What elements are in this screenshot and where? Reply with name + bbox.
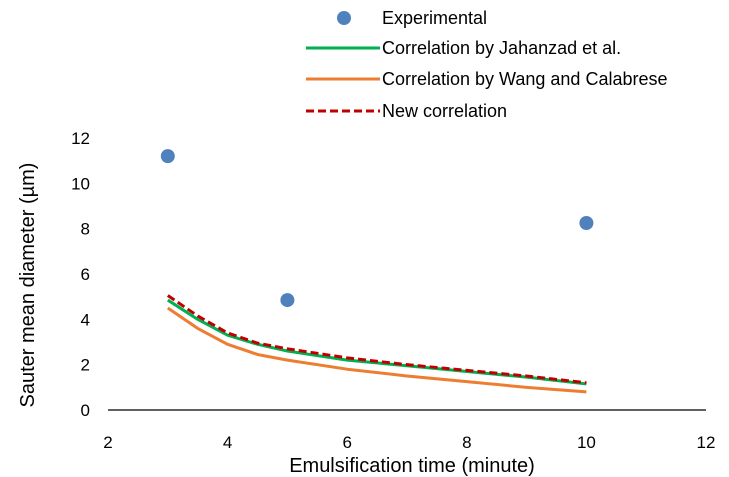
legend: Experimental Correlation by Jahanzad et a… <box>306 8 668 121</box>
y-tick-label: 0 <box>81 401 90 420</box>
legend-marker-experimental <box>337 11 351 25</box>
y-tick-label: 2 <box>81 356 90 375</box>
series-points <box>160 149 594 308</box>
x-tick-label: 4 <box>223 433 232 452</box>
y-tick-label: 8 <box>81 220 90 239</box>
legend-label-new-correlation: New correlation <box>382 101 507 121</box>
series-line-correlation-by-wang-and-calabrese <box>166 306 587 394</box>
y-tick-labels: 0 2 4 6 8 10 12 <box>71 129 90 420</box>
y-tick-label: 12 <box>71 129 90 148</box>
series-lines <box>166 294 587 394</box>
x-tick-label: 8 <box>462 433 471 452</box>
x-tick-label: 6 <box>342 433 351 452</box>
x-axis-title: Emulsification time (minute) <box>289 455 535 477</box>
y-tick-label: 6 <box>81 265 90 284</box>
legend-label-correlation-by-wang-and-calabrese: Correlation by Wang and Calabrese <box>382 69 668 89</box>
y-tick-label: 4 <box>81 310 90 329</box>
data-point-experimental <box>280 293 295 308</box>
data-point-experimental <box>160 149 175 164</box>
x-tick-label: 12 <box>697 433 716 452</box>
x-tick-labels: 2 4 6 8 10 12 <box>103 433 715 452</box>
series-line-new-correlation <box>166 294 587 385</box>
data-point-experimental <box>579 216 594 230</box>
x-tick-label: 2 <box>103 433 112 452</box>
legend-label-experimental: Experimental <box>382 8 487 28</box>
legend-label-correlation-by-jahanzad-et-al: Correlation by Jahanzad et al. <box>382 38 621 58</box>
x-tick-label: 10 <box>577 433 596 452</box>
y-axis-title: Sauter mean diameter (µm) <box>17 163 39 408</box>
y-tick-label: 10 <box>71 174 90 193</box>
